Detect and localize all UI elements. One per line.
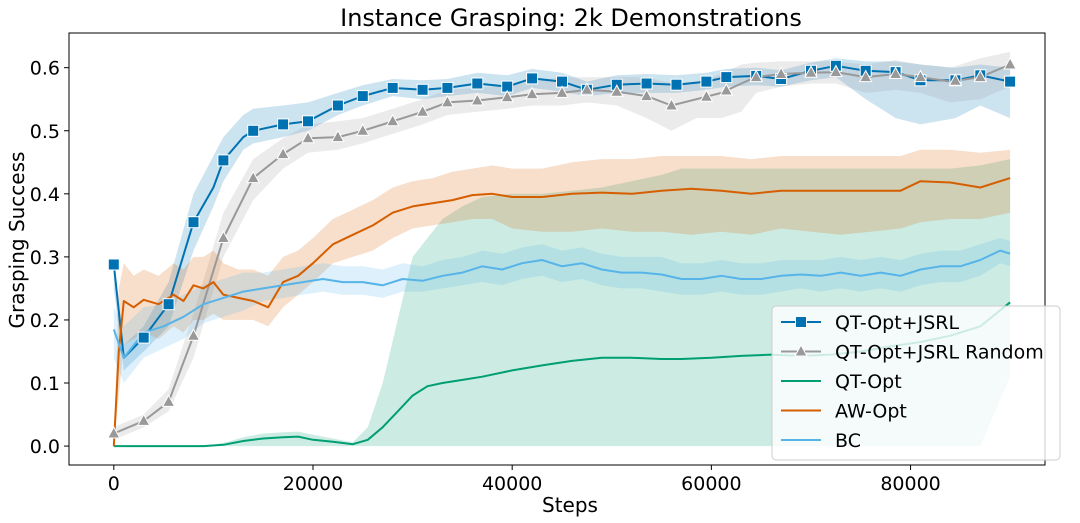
marker-qt-opt-jsrl-8 bbox=[331, 99, 344, 112]
y-tick-label-5: 0.5 bbox=[30, 121, 60, 143]
legend-label-aw-opt: AW-Opt bbox=[835, 401, 907, 423]
marker-qt-opt-jsrl-random-4 bbox=[216, 230, 231, 243]
marker-qt-opt-jsrl-2 bbox=[162, 298, 175, 311]
plot-frame bbox=[68, 32, 1046, 466]
marker-qt-opt-jsrl-7 bbox=[302, 115, 314, 128]
marker-qt-opt-jsrl-15 bbox=[526, 72, 539, 85]
marker-qt-opt-jsrl-6 bbox=[277, 118, 290, 131]
marker-qt-opt-jsrl-random-19 bbox=[639, 88, 654, 102]
marker-qt-opt-jsrl-random-3 bbox=[186, 328, 201, 341]
line-aw-opt bbox=[112, 177, 1011, 447]
marker-qt-opt-jsrl-random-13 bbox=[470, 92, 485, 106]
legend-marker-qt-opt-jsrl-random bbox=[794, 343, 808, 357]
marker-qt-opt-jsrl-random-9 bbox=[355, 123, 370, 136]
y-tick-label-1: 0.1 bbox=[30, 373, 60, 395]
marker-qt-opt-jsrl-random-16 bbox=[555, 85, 569, 98]
marker-qt-opt-jsrl-random-5 bbox=[246, 170, 261, 184]
marker-qt-opt-jsrl-random-22 bbox=[719, 82, 734, 96]
marker-qt-opt-jsrl-random-10 bbox=[385, 113, 400, 127]
marker-qt-opt-jsrl-random-21 bbox=[699, 89, 714, 102]
marker-qt-opt-jsrl-random-30 bbox=[948, 73, 963, 86]
marker-qt-opt-jsrl-20 bbox=[670, 78, 683, 91]
y-tick-label-2: 0.2 bbox=[30, 310, 60, 332]
marker-qt-opt-jsrl-random-24 bbox=[774, 66, 788, 79]
x-tick-label-1: 20000 bbox=[283, 473, 343, 495]
marker-qt-opt-jsrl-5 bbox=[247, 124, 260, 137]
x-tick-label-4: 80000 bbox=[880, 473, 940, 495]
marker-qt-opt-jsrl-9 bbox=[356, 90, 369, 103]
marker-qt-opt-jsrl-4 bbox=[217, 154, 230, 167]
x-tick-label-0: 0 bbox=[108, 473, 120, 495]
marker-qt-opt-jsrl-12 bbox=[441, 81, 454, 94]
marker-qt-opt-jsrl-random-11 bbox=[415, 104, 430, 117]
x-axis-ticks: 0 20000 40000 60000 80000 bbox=[108, 465, 941, 495]
legend-label-qt-opt-jsrl-random: QT-Opt+JSRL Random bbox=[835, 342, 1044, 364]
marker-qt-opt-jsrl-random-12 bbox=[440, 94, 455, 108]
marker-qt-opt-jsrl-13 bbox=[471, 77, 484, 90]
marker-qt-opt-jsrl-random-8 bbox=[331, 129, 345, 143]
marker-qt-opt-jsrl-random-2 bbox=[161, 394, 176, 407]
marker-qt-opt-jsrl-random-7 bbox=[301, 130, 315, 144]
marker-qt-opt-jsrl-21 bbox=[700, 75, 713, 88]
line-qt-opt-jsrl-random bbox=[113, 63, 1011, 435]
marker-qt-opt-jsrl-random-1 bbox=[136, 413, 151, 426]
marker-qt-opt-jsrl-random-25 bbox=[804, 65, 818, 78]
marker-qt-opt-jsrl-random-18 bbox=[609, 84, 624, 97]
x-axis-label: Steps bbox=[542, 493, 598, 517]
marker-qt-opt-jsrl-3 bbox=[187, 216, 200, 229]
y-axis-ticks: 0.0 0.1 0.2 0.3 0.4 0.5 0.6 bbox=[30, 58, 69, 458]
legend-box bbox=[771, 305, 1061, 461]
marker-qt-opt-jsrl-11 bbox=[416, 83, 429, 96]
legend-marker-qt-opt-jsrl bbox=[795, 316, 807, 328]
marker-qt-opt-jsrl-22 bbox=[720, 71, 733, 84]
legend-label-bc: BC bbox=[835, 430, 861, 452]
y-tick-label-6: 0.6 bbox=[30, 58, 60, 80]
marker-qt-opt-jsrl-0 bbox=[107, 258, 120, 271]
marker-qt-opt-jsrl-random-20 bbox=[664, 97, 679, 111]
marker-qt-opt-jsrl-random-23 bbox=[749, 69, 764, 83]
x-tick-label-2: 40000 bbox=[482, 473, 542, 495]
y-tick-label-3: 0.3 bbox=[30, 247, 60, 269]
band-bc bbox=[113, 238, 1011, 383]
marker-qt-opt-jsrl-10 bbox=[386, 81, 399, 94]
legend: QT-Opt+JSRL QT-Opt+JSRL Random QT-Opt AW-Op… bbox=[771, 305, 1061, 461]
legend-label-qt-opt-jsrl: QT-Opt+JSRL bbox=[835, 312, 959, 334]
y-tick-label-4: 0.4 bbox=[30, 184, 60, 206]
y-tick-label-0: 0.0 bbox=[30, 436, 60, 458]
marker-qt-opt-jsrl-19 bbox=[640, 77, 653, 90]
line-bc bbox=[112, 249, 1011, 359]
marker-qt-opt-jsrl-32 bbox=[1004, 75, 1017, 88]
y-axis-label: Grasping Success bbox=[5, 152, 29, 329]
legend-label-qt-opt: QT-Opt bbox=[835, 371, 902, 393]
marker-qt-opt-jsrl-random-31 bbox=[973, 69, 988, 83]
marker-qt-opt-jsrl-random-0 bbox=[106, 425, 121, 439]
marker-qt-opt-jsrl-random-27 bbox=[858, 69, 873, 83]
marker-qt-opt-jsrl-random-14 bbox=[500, 89, 515, 103]
band-qt-opt-jsrl bbox=[113, 58, 1011, 371]
band-qt-opt-jsrl-random bbox=[113, 51, 1011, 440]
chart-title: Instance Grasping: 2k Demonstrations bbox=[340, 4, 802, 32]
x-tick-label-3: 60000 bbox=[681, 473, 741, 495]
marker-qt-opt-jsrl-random-32 bbox=[1003, 56, 1017, 70]
marker-qt-opt-jsrl-random-26 bbox=[829, 64, 843, 78]
band-aw-opt bbox=[113, 149, 1011, 447]
marker-qt-opt-jsrl-random-28 bbox=[888, 66, 903, 79]
marker-qt-opt-jsrl-random-17 bbox=[580, 82, 594, 95]
marker-qt-opt-jsrl-1 bbox=[137, 331, 150, 344]
marker-qt-opt-jsrl-random-15 bbox=[525, 86, 539, 100]
marker-qt-opt-jsrl-random-6 bbox=[276, 146, 290, 160]
series-markers bbox=[106, 56, 1017, 439]
marker-qt-opt-jsrl-random-29 bbox=[913, 69, 928, 83]
